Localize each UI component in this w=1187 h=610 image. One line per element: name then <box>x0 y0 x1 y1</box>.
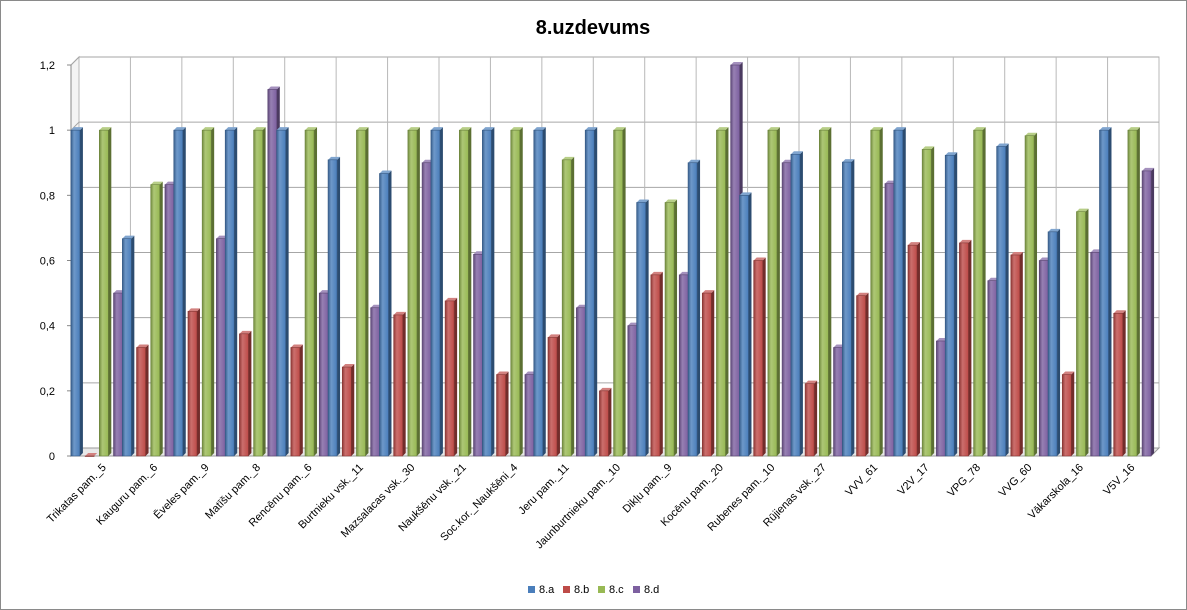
x-tick-label: VPG_78 <box>945 462 983 500</box>
x-tick-label: Dikļu pam._9 <box>621 462 675 516</box>
bar-8.a-1 <box>122 235 135 457</box>
bar-8.b-19 <box>1061 371 1075 457</box>
x-tick-label: VVV_61 <box>843 462 880 499</box>
bar-8.c-8 <box>510 127 523 457</box>
legend-label: 8.b <box>574 584 589 596</box>
bar-8.b-5 <box>341 364 355 457</box>
y-tick-label: 1 <box>49 125 55 137</box>
bar-8.c-9 <box>561 156 575 457</box>
legend-label: 8.d <box>644 584 659 596</box>
x-tick-label: Jeru pam._11 <box>516 462 571 517</box>
bar-8.b-16 <box>907 242 920 457</box>
bar-8.a-12 <box>687 159 701 457</box>
bar-8.b-15 <box>856 292 869 457</box>
chart-title: 8.uzdevums <box>536 17 650 39</box>
y-tick-label: 0 <box>49 451 55 463</box>
bars <box>70 62 1155 457</box>
x-tick-label: Jaunburtnieku pam._10 <box>533 462 623 552</box>
bar-8.c-12 <box>716 127 729 457</box>
bar-8.c-10 <box>613 127 626 457</box>
bar-8.a-2 <box>173 127 186 457</box>
y-tick-label: 0,6 <box>40 256 55 268</box>
x-tick-label: Vākarskola_16 <box>1026 462 1086 522</box>
bar-8.c-19 <box>1076 208 1089 457</box>
legend-swatch <box>598 586 605 593</box>
bar-8.a-10 <box>584 127 598 457</box>
bar-8.a-5 <box>327 156 341 457</box>
bar-8.b-8 <box>496 371 509 457</box>
bar-8.a-18 <box>996 143 1009 457</box>
bar-8.c-7 <box>459 127 472 457</box>
bar-8.a-4 <box>276 127 289 457</box>
bar-8.b-17 <box>959 239 972 457</box>
bar-8.b-10 <box>599 387 612 457</box>
bar-8.c-20 <box>1127 127 1140 457</box>
bar-8.a-15 <box>842 159 855 457</box>
bar-8.b-13 <box>753 257 766 457</box>
bar-8.a-7 <box>430 127 443 457</box>
bar-8.c-11 <box>664 199 678 457</box>
legend: 8.a 8.b 8.c 8.d <box>528 584 659 596</box>
legend-swatch <box>633 586 640 593</box>
bar-8.b-1 <box>136 344 149 457</box>
y-tick-label: 1,2 <box>40 60 55 72</box>
bar-8.c-14 <box>819 127 832 457</box>
bar-8.a-20 <box>1099 127 1112 457</box>
y-tick-label: 0,4 <box>40 321 55 333</box>
bar-8.b-2 <box>187 308 200 457</box>
bar-8.a-14 <box>790 151 803 457</box>
bar-8.b-18 <box>1010 251 1023 457</box>
bar-8.c-16 <box>921 146 935 457</box>
legend-swatch <box>563 586 570 593</box>
bar-8.c-1 <box>150 181 163 457</box>
bar-8.c-13 <box>767 127 780 457</box>
bar-8.b-4 <box>290 344 303 457</box>
bar-8.b-9 <box>547 334 560 457</box>
bar-8.b-12 <box>701 290 715 457</box>
bar-8.c-15 <box>870 127 883 457</box>
y-tick-label: 0,8 <box>40 190 55 202</box>
bar-8.a-8 <box>482 127 495 457</box>
bar-8.c-4 <box>304 127 318 457</box>
bar-8.c-3 <box>253 127 266 457</box>
bar-8.a-11 <box>636 199 649 457</box>
bar-8.b-14 <box>804 380 818 457</box>
bar-8.a-3 <box>224 127 238 457</box>
bar-8.a-13 <box>739 192 752 457</box>
x-tick-label: V2V_17 <box>896 462 932 498</box>
bar-8.a-16 <box>893 127 906 457</box>
x-tick-label: VVG_60 <box>997 462 1035 500</box>
legend-label: 8.c <box>609 584 624 596</box>
legend-label: 8.a <box>539 584 555 596</box>
bar-8.b-3 <box>239 330 252 457</box>
y-axis: 0 0,2 0,4 0,6 0,8 1 1,2 <box>40 60 72 463</box>
bar-8.c-6 <box>407 127 420 457</box>
bar-8.b-6 <box>393 311 406 457</box>
bar-8.c-17 <box>973 127 986 457</box>
bar-8.a-6 <box>379 170 392 457</box>
y-tick-label: 0,2 <box>40 386 55 398</box>
bar-8.a-0 <box>70 127 83 457</box>
bar-8.b-20 <box>1113 310 1126 457</box>
bar-8.c-2 <box>201 127 215 457</box>
bar-8.c-0 <box>99 127 112 457</box>
bar-8.c-18 <box>1024 132 1038 457</box>
bar-8.a-17 <box>944 152 958 457</box>
bar-8.b-11 <box>650 271 663 457</box>
x-tick-label: V5V_16 <box>1101 462 1137 498</box>
bar-8.c-5 <box>356 127 369 457</box>
bar-8.b-0 <box>84 453 98 457</box>
bar-8.d-20 <box>1141 167 1155 457</box>
legend-swatch <box>528 586 535 593</box>
bar-8.a-9 <box>533 127 546 457</box>
bar-8.b-7 <box>444 297 458 457</box>
bar-8.a-19 <box>1047 228 1061 457</box>
